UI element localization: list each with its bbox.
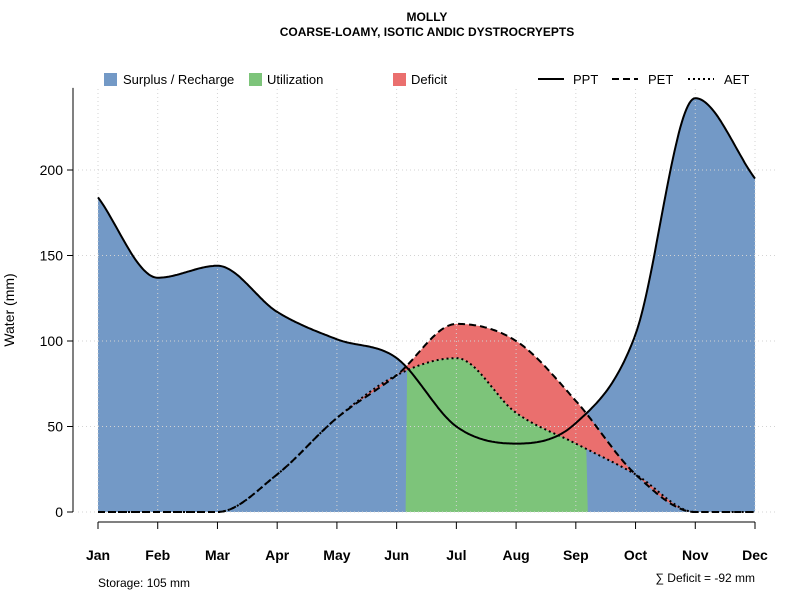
x-tick-label-apr: Apr [265,547,290,563]
legend-swatch-surplus [104,73,117,86]
deficit-area [98,323,755,512]
x-tick-label-aug: Aug [502,547,529,563]
x-tick-label-feb: Feb [145,547,170,563]
series-line-ppt [97,97,756,445]
y-tick-label-200: 200 [40,162,64,178]
x-tick-label-mar: Mar [205,547,230,563]
legend-label-ppt: PPT [573,72,598,87]
deficit-note: ∑ Deficit = -92 mm [655,571,755,585]
x-tick-label-nov: Nov [682,547,709,563]
series-line-pet [98,322,755,513]
x-tick-label-jan: Jan [86,547,110,563]
x-tick-label-oct: Oct [624,547,648,563]
chart-title: MOLLY [407,10,448,24]
utilization-area [98,358,755,512]
legend-swatch-utilization [249,73,262,86]
chart-subtitle: COARSE-LOAMY, ISOTIC ANDIC DYSTROCRYEPTS [280,25,574,39]
legend-swatch-deficit [393,73,406,86]
legend-label-surplus: Surplus / Recharge [123,72,234,87]
x-tick-label-may: May [323,547,350,563]
legend-label-aet: AET [724,72,749,87]
x-tick-label-sep: Sep [563,547,589,563]
x-tick-label-jun: Jun [384,547,409,563]
x-tick-label-jul: Jul [446,547,466,563]
legend: Surplus / Recharge Utilization Deficit P… [104,72,749,87]
surplus-area [98,98,755,512]
x-tick-label-dec: Dec [742,547,768,563]
y-tick-label-0: 0 [55,504,63,520]
legend-label-pet: PET [648,72,673,87]
storage-note: Storage: 105 mm [98,576,190,590]
y-tick-label-100: 100 [40,333,64,349]
legend-label-deficit: Deficit [411,72,448,87]
legend-label-utilization: Utilization [267,72,323,87]
y-tick-label-150: 150 [40,248,64,264]
plot-area: 0 50 100 150 200 Jan Feb Mar Apr May Jun Jul Aug Sep O… [40,87,775,563]
y-axis-label: Water (mm) [1,273,17,346]
y-tick-label-50: 50 [47,419,63,435]
